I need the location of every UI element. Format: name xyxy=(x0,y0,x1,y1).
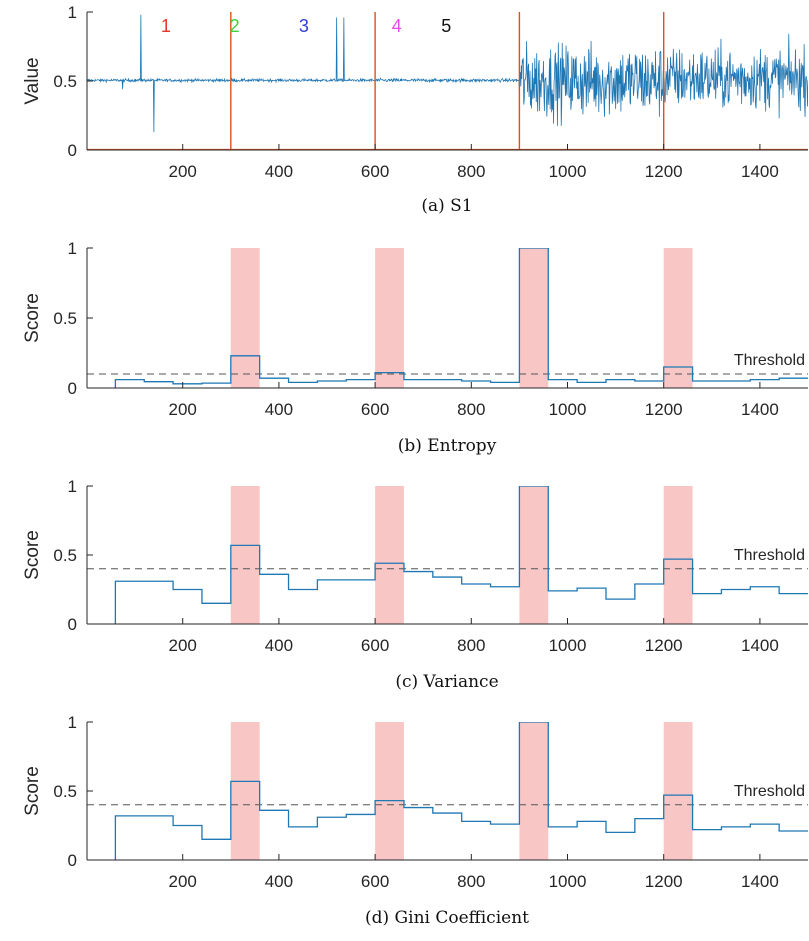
highlight-band-2 xyxy=(375,722,404,860)
x-tick-label: 600 xyxy=(361,400,389,419)
highlight-band-3 xyxy=(519,486,549,624)
y-tick-label: 0 xyxy=(68,615,77,634)
threshold-label: Threshold xyxy=(734,783,805,800)
y-axis-label: Score xyxy=(22,766,43,816)
x-tick-label: 1400 xyxy=(741,636,779,655)
x-tick-label: 1000 xyxy=(549,400,587,419)
y-tick-label: 0.5 xyxy=(53,72,77,91)
x-tick-label: 200 xyxy=(169,162,197,181)
x-tick-label: 800 xyxy=(457,872,485,891)
x-tick-label: 1000 xyxy=(549,162,587,181)
x-tick-label: 200 xyxy=(169,872,197,891)
highlight-band-4 xyxy=(663,486,693,624)
plot-area xyxy=(87,486,808,624)
x-tick-label: 1200 xyxy=(645,162,683,181)
highlight-band-4 xyxy=(663,248,693,388)
panel-3: Threshold 200 400 600 800 1000 1200 1400 0 0.5 1 Sc… xyxy=(22,477,808,692)
x-tick-label: 400 xyxy=(265,400,293,419)
x-tick-label: 400 xyxy=(265,162,293,181)
segment-label-1: 1 xyxy=(161,16,171,36)
segment-label-3: 3 xyxy=(299,16,309,36)
segment-label-2: 2 xyxy=(230,16,240,36)
panel-caption: (a) S1 xyxy=(421,196,472,216)
panel-1: 1 2 3 4 5 200 400 600 800 1000 1200 1400 0 0.5 1 Value (… xyxy=(22,3,808,216)
plot-area xyxy=(87,722,808,860)
score-series xyxy=(114,248,808,388)
y-tick-label: 0 xyxy=(68,141,77,160)
segment-label-5: 5 xyxy=(441,16,451,36)
y-tick-label: 1 xyxy=(68,239,77,258)
panel-4: Threshold 200 400 600 800 1000 1200 1400 0 0.5 1 Sc… xyxy=(22,713,808,928)
y-axis-label: Score xyxy=(22,530,43,580)
score-series xyxy=(114,486,808,624)
x-tick-label: 600 xyxy=(361,636,389,655)
plot-area xyxy=(87,248,808,388)
signal-series xyxy=(87,14,808,133)
threshold-label: Threshold xyxy=(734,352,805,369)
highlight-band-2 xyxy=(375,486,404,624)
x-tick-label: 800 xyxy=(457,162,485,181)
score-series xyxy=(114,722,808,860)
panel-2: Threshold 200 400 600 800 1000 1200 1400 0 0.5 1 Sc… xyxy=(22,239,808,456)
x-tick-label: 1000 xyxy=(549,636,587,655)
x-tick-label: 1000 xyxy=(549,872,587,891)
y-axis-label: Value xyxy=(22,57,43,104)
highlight-band-2 xyxy=(375,248,404,388)
highlight-band-1 xyxy=(230,722,260,860)
highlight-band-1 xyxy=(230,486,260,624)
y-tick-label: 1 xyxy=(68,3,77,22)
y-tick-label: 0 xyxy=(68,851,77,870)
x-tick-label: 600 xyxy=(361,872,389,891)
x-tick-label: 200 xyxy=(169,636,197,655)
y-tick-label: 1 xyxy=(68,477,77,496)
x-tick-label: 400 xyxy=(265,636,293,655)
panel-caption: (b) Entropy xyxy=(398,436,497,456)
highlight-band-1 xyxy=(230,248,260,388)
x-tick-label: 800 xyxy=(457,636,485,655)
x-tick-label: 200 xyxy=(169,400,197,419)
segment-label-4: 4 xyxy=(392,16,402,36)
y-tick-label: 0.5 xyxy=(53,782,77,801)
x-tick-label: 1400 xyxy=(741,162,779,181)
y-tick-label: 0.5 xyxy=(53,309,77,328)
x-tick-label: 1400 xyxy=(741,400,779,419)
y-tick-label: 0 xyxy=(68,379,77,398)
highlight-band-3 xyxy=(519,722,549,860)
x-tick-label: 800 xyxy=(457,400,485,419)
x-tick-label: 1400 xyxy=(741,872,779,891)
x-tick-label: 1200 xyxy=(645,400,683,419)
x-tick-label: 400 xyxy=(265,872,293,891)
x-tick-label: 1200 xyxy=(645,636,683,655)
highlight-band-4 xyxy=(663,722,693,860)
panel-caption: (c) Variance xyxy=(395,672,498,692)
y-tick-label: 1 xyxy=(68,713,77,732)
highlight-band-3 xyxy=(519,248,549,388)
threshold-label: Threshold xyxy=(734,547,805,564)
x-tick-label: 1200 xyxy=(645,872,683,891)
y-axis-label: Score xyxy=(22,293,43,343)
panel-caption: (d) Gini Coefficient xyxy=(365,908,529,928)
y-tick-label: 0.5 xyxy=(53,546,77,565)
x-tick-label: 600 xyxy=(361,162,389,181)
